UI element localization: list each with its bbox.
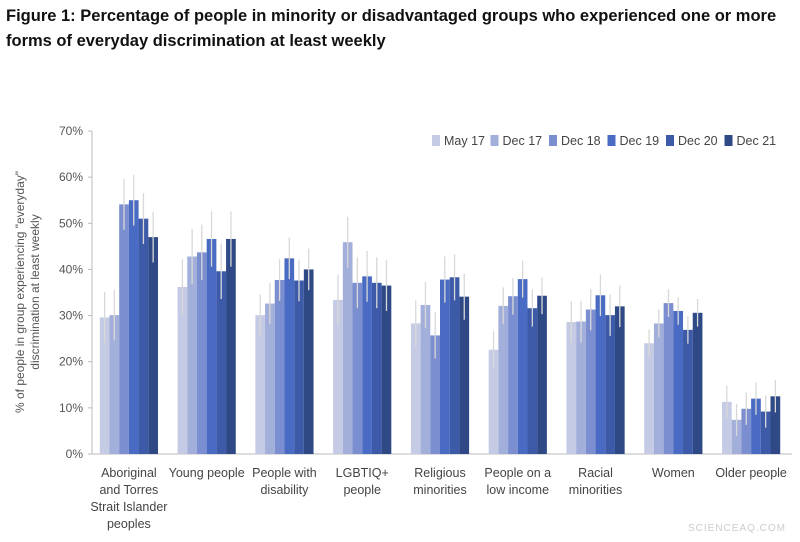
bar: [177, 286, 188, 454]
bar: [420, 304, 431, 454]
legend-label: May 17: [444, 134, 485, 148]
bar: [770, 396, 781, 454]
bar: [284, 258, 295, 454]
category-label: Racial: [578, 466, 613, 480]
bar: [255, 315, 266, 454]
bar: [595, 295, 606, 454]
bar: [381, 285, 392, 454]
legend-label: Dec 19: [620, 134, 660, 148]
bar: [692, 312, 703, 454]
category-label: minorities: [569, 483, 623, 497]
bar: [274, 280, 285, 454]
category-label: and Torres: [99, 483, 158, 497]
bar: [731, 419, 742, 454]
legend-label: Dec 18: [561, 134, 601, 148]
category-label: minorities: [413, 483, 467, 497]
bar: [527, 308, 538, 454]
bar: [488, 349, 499, 454]
bar: [119, 204, 129, 454]
y-tick-label: 40%: [59, 262, 83, 276]
bar: [303, 269, 314, 454]
bar: [614, 306, 625, 454]
legend-swatch: [666, 135, 674, 146]
bar: [138, 218, 149, 454]
bar: [566, 322, 577, 454]
category-label: Aboriginal: [101, 466, 157, 480]
y-tick-label: 30%: [59, 309, 83, 323]
bar: [576, 321, 586, 454]
bar: [371, 282, 382, 454]
bar: [459, 296, 470, 454]
y-tick-label: 0%: [66, 447, 84, 461]
category-label: Women: [652, 466, 695, 480]
y-axis-label: % of people in group experiencing "every…: [13, 171, 42, 413]
bar: [99, 317, 110, 454]
bar: [663, 303, 674, 454]
y-tick-label: 70%: [59, 124, 83, 138]
y-tick-label: 20%: [59, 355, 83, 369]
bar: [333, 299, 343, 454]
bar: [410, 323, 421, 454]
y-tick-label: 50%: [59, 216, 83, 230]
bar: [265, 303, 275, 454]
bar: [722, 401, 732, 454]
bar: [352, 282, 363, 454]
bar: [216, 271, 227, 454]
legend-swatch: [490, 135, 499, 146]
bar: [605, 315, 615, 454]
bar: [128, 200, 139, 454]
bar: [440, 279, 450, 454]
category-label: people: [343, 483, 381, 497]
bar: [498, 305, 509, 454]
bar: [751, 398, 761, 454]
category-label: Religious: [414, 466, 465, 480]
y-tick-label: 10%: [59, 401, 83, 415]
bar: [148, 237, 158, 454]
bar: [362, 276, 372, 454]
bar: [294, 280, 304, 454]
bar: [206, 238, 217, 454]
bar: [673, 310, 684, 454]
bar: [226, 238, 236, 454]
bar: [741, 408, 752, 454]
bar: [585, 309, 596, 454]
legend-label: Dec 21: [737, 134, 777, 148]
bar: [760, 411, 771, 454]
bar: [187, 256, 197, 454]
category-label: low income: [487, 483, 550, 497]
legend-label: Dec 17: [503, 134, 543, 148]
legend-label: Dec 20: [678, 134, 718, 148]
bar: [517, 279, 528, 454]
bar: [653, 323, 664, 454]
legend-swatch: [432, 135, 440, 146]
bar: [683, 329, 693, 454]
y-tick-label: 60%: [59, 170, 83, 184]
category-label: People with: [252, 466, 317, 480]
bar: [537, 295, 547, 454]
legend-swatch: [607, 135, 616, 146]
bar: [196, 252, 207, 454]
bar: [109, 315, 120, 454]
category-label: disability: [260, 483, 309, 497]
bar: [644, 343, 654, 454]
legend-swatch: [549, 135, 557, 146]
category-label: LGBTIQ+: [336, 466, 389, 480]
bar: [430, 335, 440, 454]
watermark: SCIENCEAQ.COM: [687, 523, 786, 534]
category-label: Strait Islander: [90, 500, 167, 514]
category-label: People on a: [484, 466, 551, 480]
bar: [508, 296, 518, 454]
bar: [342, 242, 353, 454]
chart-title: Figure 1: Percentage of people in minori…: [6, 7, 777, 50]
legend-swatch: [724, 135, 733, 146]
category-label: Older people: [715, 466, 787, 480]
category-label: peoples: [107, 517, 151, 531]
bar: [449, 277, 460, 454]
category-label: Young people: [169, 466, 245, 480]
